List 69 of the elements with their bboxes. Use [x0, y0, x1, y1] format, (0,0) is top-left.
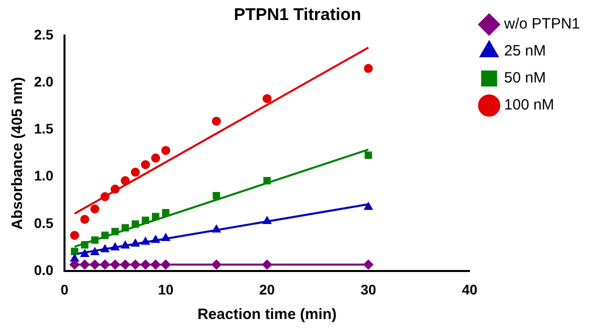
- point: [90, 260, 100, 270]
- point: [142, 216, 150, 224]
- point: [152, 212, 160, 220]
- point: [120, 176, 130, 186]
- legend-label: 25 nM: [504, 42, 546, 60]
- point: [91, 236, 99, 244]
- x-axis-title: Reaction time (min): [197, 306, 337, 324]
- point: [130, 168, 140, 177]
- point: [141, 236, 150, 245]
- point: [161, 233, 170, 241]
- point: [151, 235, 160, 243]
- point: [140, 260, 150, 270]
- point: [212, 224, 221, 232]
- point: [141, 160, 150, 170]
- point: [212, 192, 220, 200]
- point: [70, 248, 78, 256]
- y-tick-label: 2.0: [34, 73, 54, 90]
- point: [160, 260, 171, 270]
- y-tick-label: 0.0: [34, 262, 54, 278]
- point: [130, 238, 140, 247]
- point: [364, 202, 373, 210]
- point: [80, 260, 90, 270]
- legend-label: w/o PTPN1: [503, 16, 580, 33]
- point: [161, 146, 170, 155]
- y-tick-label: 0.5: [34, 214, 54, 231]
- x-tick-label: 30: [360, 281, 376, 298]
- legend-label: 100 nM: [504, 96, 554, 114]
- x-tick-label: 40: [462, 281, 478, 298]
- point: [150, 260, 161, 270]
- point: [111, 228, 119, 236]
- point: [211, 260, 222, 270]
- point: [120, 260, 130, 270]
- point: [90, 247, 100, 256]
- point: [81, 241, 88, 248]
- point: [90, 204, 100, 214]
- point: [212, 116, 221, 126]
- point: [262, 260, 272, 270]
- point: [110, 260, 120, 270]
- point: [262, 94, 272, 104]
- point: [364, 64, 373, 73]
- y-tick-label: 1.0: [34, 168, 54, 184]
- point: [120, 240, 130, 248]
- y-axis-title: Absorbance (405 nm): [9, 77, 26, 230]
- x-tick-label: 0: [60, 281, 69, 298]
- point: [101, 232, 109, 240]
- y-tick-label: 2.5: [34, 26, 54, 42]
- chart-title: PTPN1 Titration: [234, 4, 362, 24]
- point: [151, 154, 160, 163]
- y-tick-label: 1.5: [34, 120, 54, 137]
- x-tick-label: 20: [259, 281, 276, 298]
- legend-label: 50 nM: [504, 70, 546, 87]
- point: [122, 224, 129, 232]
- point: [110, 242, 120, 250]
- point: [263, 176, 271, 184]
- x-tick-label: 10: [158, 281, 174, 298]
- point: [80, 249, 90, 257]
- point: [100, 244, 110, 252]
- point: [130, 260, 140, 270]
- point: [364, 152, 372, 159]
- point: [162, 209, 170, 216]
- point: [80, 214, 90, 224]
- point: [70, 260, 80, 270]
- point: [100, 192, 110, 202]
- point: [70, 230, 80, 240]
- point: [110, 184, 120, 194]
- point: [363, 260, 374, 270]
- point: [100, 260, 110, 270]
- point: [262, 216, 272, 224]
- point: [132, 220, 140, 228]
